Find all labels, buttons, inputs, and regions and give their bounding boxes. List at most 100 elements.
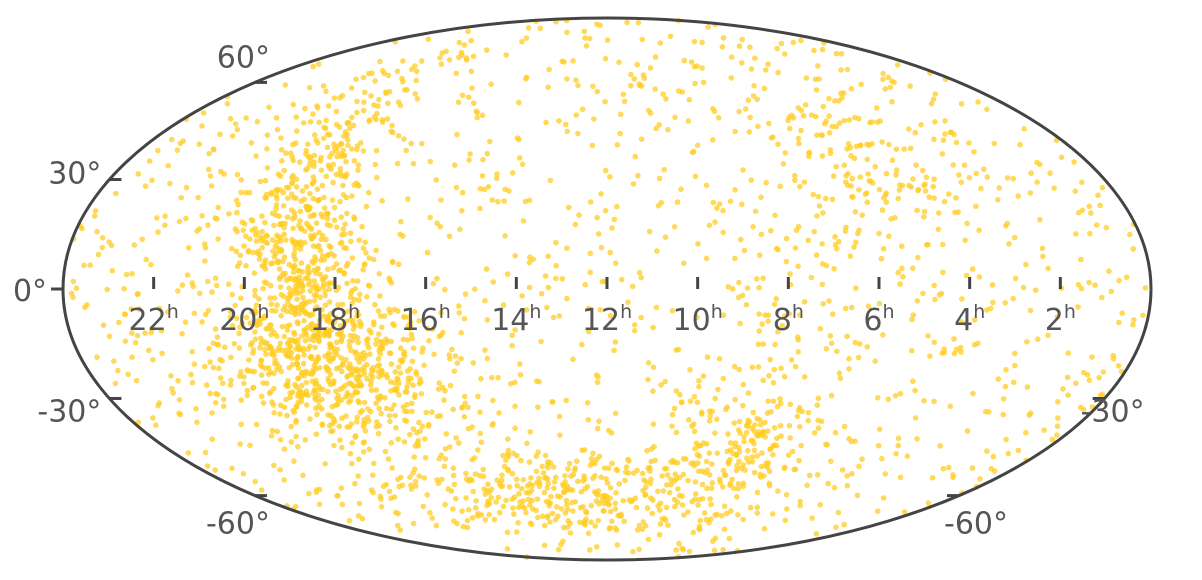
data-point (465, 425, 472, 432)
data-point (996, 185, 1003, 191)
data-point (208, 183, 215, 189)
data-point (262, 219, 268, 226)
data-point (564, 506, 571, 513)
data-point (1026, 412, 1033, 418)
data-point (422, 454, 429, 461)
data-point (281, 254, 288, 260)
data-point (1084, 372, 1091, 378)
data-point (258, 487, 265, 493)
data-point (595, 231, 602, 237)
data-point (925, 241, 931, 248)
ra-tick-label: 10h (673, 301, 723, 338)
data-point (801, 299, 808, 305)
data-point (599, 278, 606, 285)
data-point (792, 363, 799, 370)
data-point (642, 491, 649, 498)
data-point (721, 526, 728, 533)
data-point (1024, 339, 1030, 345)
data-point (672, 471, 679, 478)
data-point (475, 393, 481, 400)
data-point (180, 138, 186, 144)
data-point (129, 271, 135, 277)
data-point (249, 227, 256, 233)
data-point (502, 233, 508, 239)
data-point (512, 327, 518, 333)
data-point (298, 260, 305, 266)
data-point (423, 409, 430, 416)
data-point (765, 428, 771, 435)
data-point (693, 491, 699, 497)
data-point (207, 173, 214, 179)
data-point (809, 515, 815, 521)
data-point (935, 226, 942, 233)
data-point (841, 162, 848, 168)
data-point (122, 338, 129, 345)
data-point (339, 92, 346, 99)
data-point (269, 260, 276, 267)
data-point (798, 37, 804, 44)
data-point (488, 486, 495, 493)
data-point (419, 140, 425, 147)
data-point (358, 382, 365, 389)
data-point (644, 505, 651, 511)
data-point (335, 302, 341, 308)
data-point (820, 301, 826, 307)
data-point (168, 373, 174, 379)
data-point (388, 440, 395, 446)
data-point (355, 339, 362, 346)
data-point (826, 113, 832, 119)
data-point (814, 132, 820, 138)
data-point (946, 191, 952, 197)
data-point (311, 132, 318, 138)
data-point (322, 353, 328, 359)
data-point (344, 424, 351, 430)
data-point (469, 85, 475, 91)
data-point (361, 99, 367, 105)
data-point (1058, 154, 1065, 161)
data-point (327, 244, 334, 250)
data-point (234, 228, 240, 235)
data-point (394, 160, 401, 167)
data-point (437, 413, 444, 419)
data-point (557, 494, 563, 500)
data-point (290, 269, 297, 276)
data-point (545, 480, 551, 487)
data-point (215, 204, 221, 211)
data-point (354, 98, 360, 105)
data-point (650, 388, 656, 394)
data-point (427, 214, 433, 221)
data-point (310, 212, 317, 219)
data-point (403, 418, 410, 425)
data-point (703, 441, 710, 447)
data-point (920, 214, 927, 220)
data-point (1015, 193, 1021, 199)
data-point (555, 546, 562, 553)
data-point (500, 302, 507, 308)
data-point (1099, 391, 1106, 398)
data-point (796, 140, 802, 147)
data-point (341, 269, 348, 276)
data-point (179, 330, 185, 337)
data-point (257, 345, 263, 351)
data-point (328, 428, 334, 435)
data-point (376, 96, 382, 103)
data-point (585, 417, 592, 423)
data-point (271, 462, 277, 469)
data-point (931, 282, 937, 289)
data-point (1011, 234, 1018, 241)
data-point (439, 50, 446, 56)
data-point (741, 434, 747, 440)
data-point (284, 412, 290, 419)
data-point (581, 447, 588, 453)
data-point (819, 46, 826, 53)
data-point (321, 313, 327, 320)
data-point (693, 440, 700, 447)
data-point (733, 494, 740, 500)
data-point (229, 245, 235, 252)
data-point (384, 116, 391, 122)
data-point (390, 129, 396, 136)
data-point (289, 154, 296, 160)
data-point (621, 98, 628, 105)
data-point (958, 179, 965, 186)
data-point (833, 123, 839, 130)
